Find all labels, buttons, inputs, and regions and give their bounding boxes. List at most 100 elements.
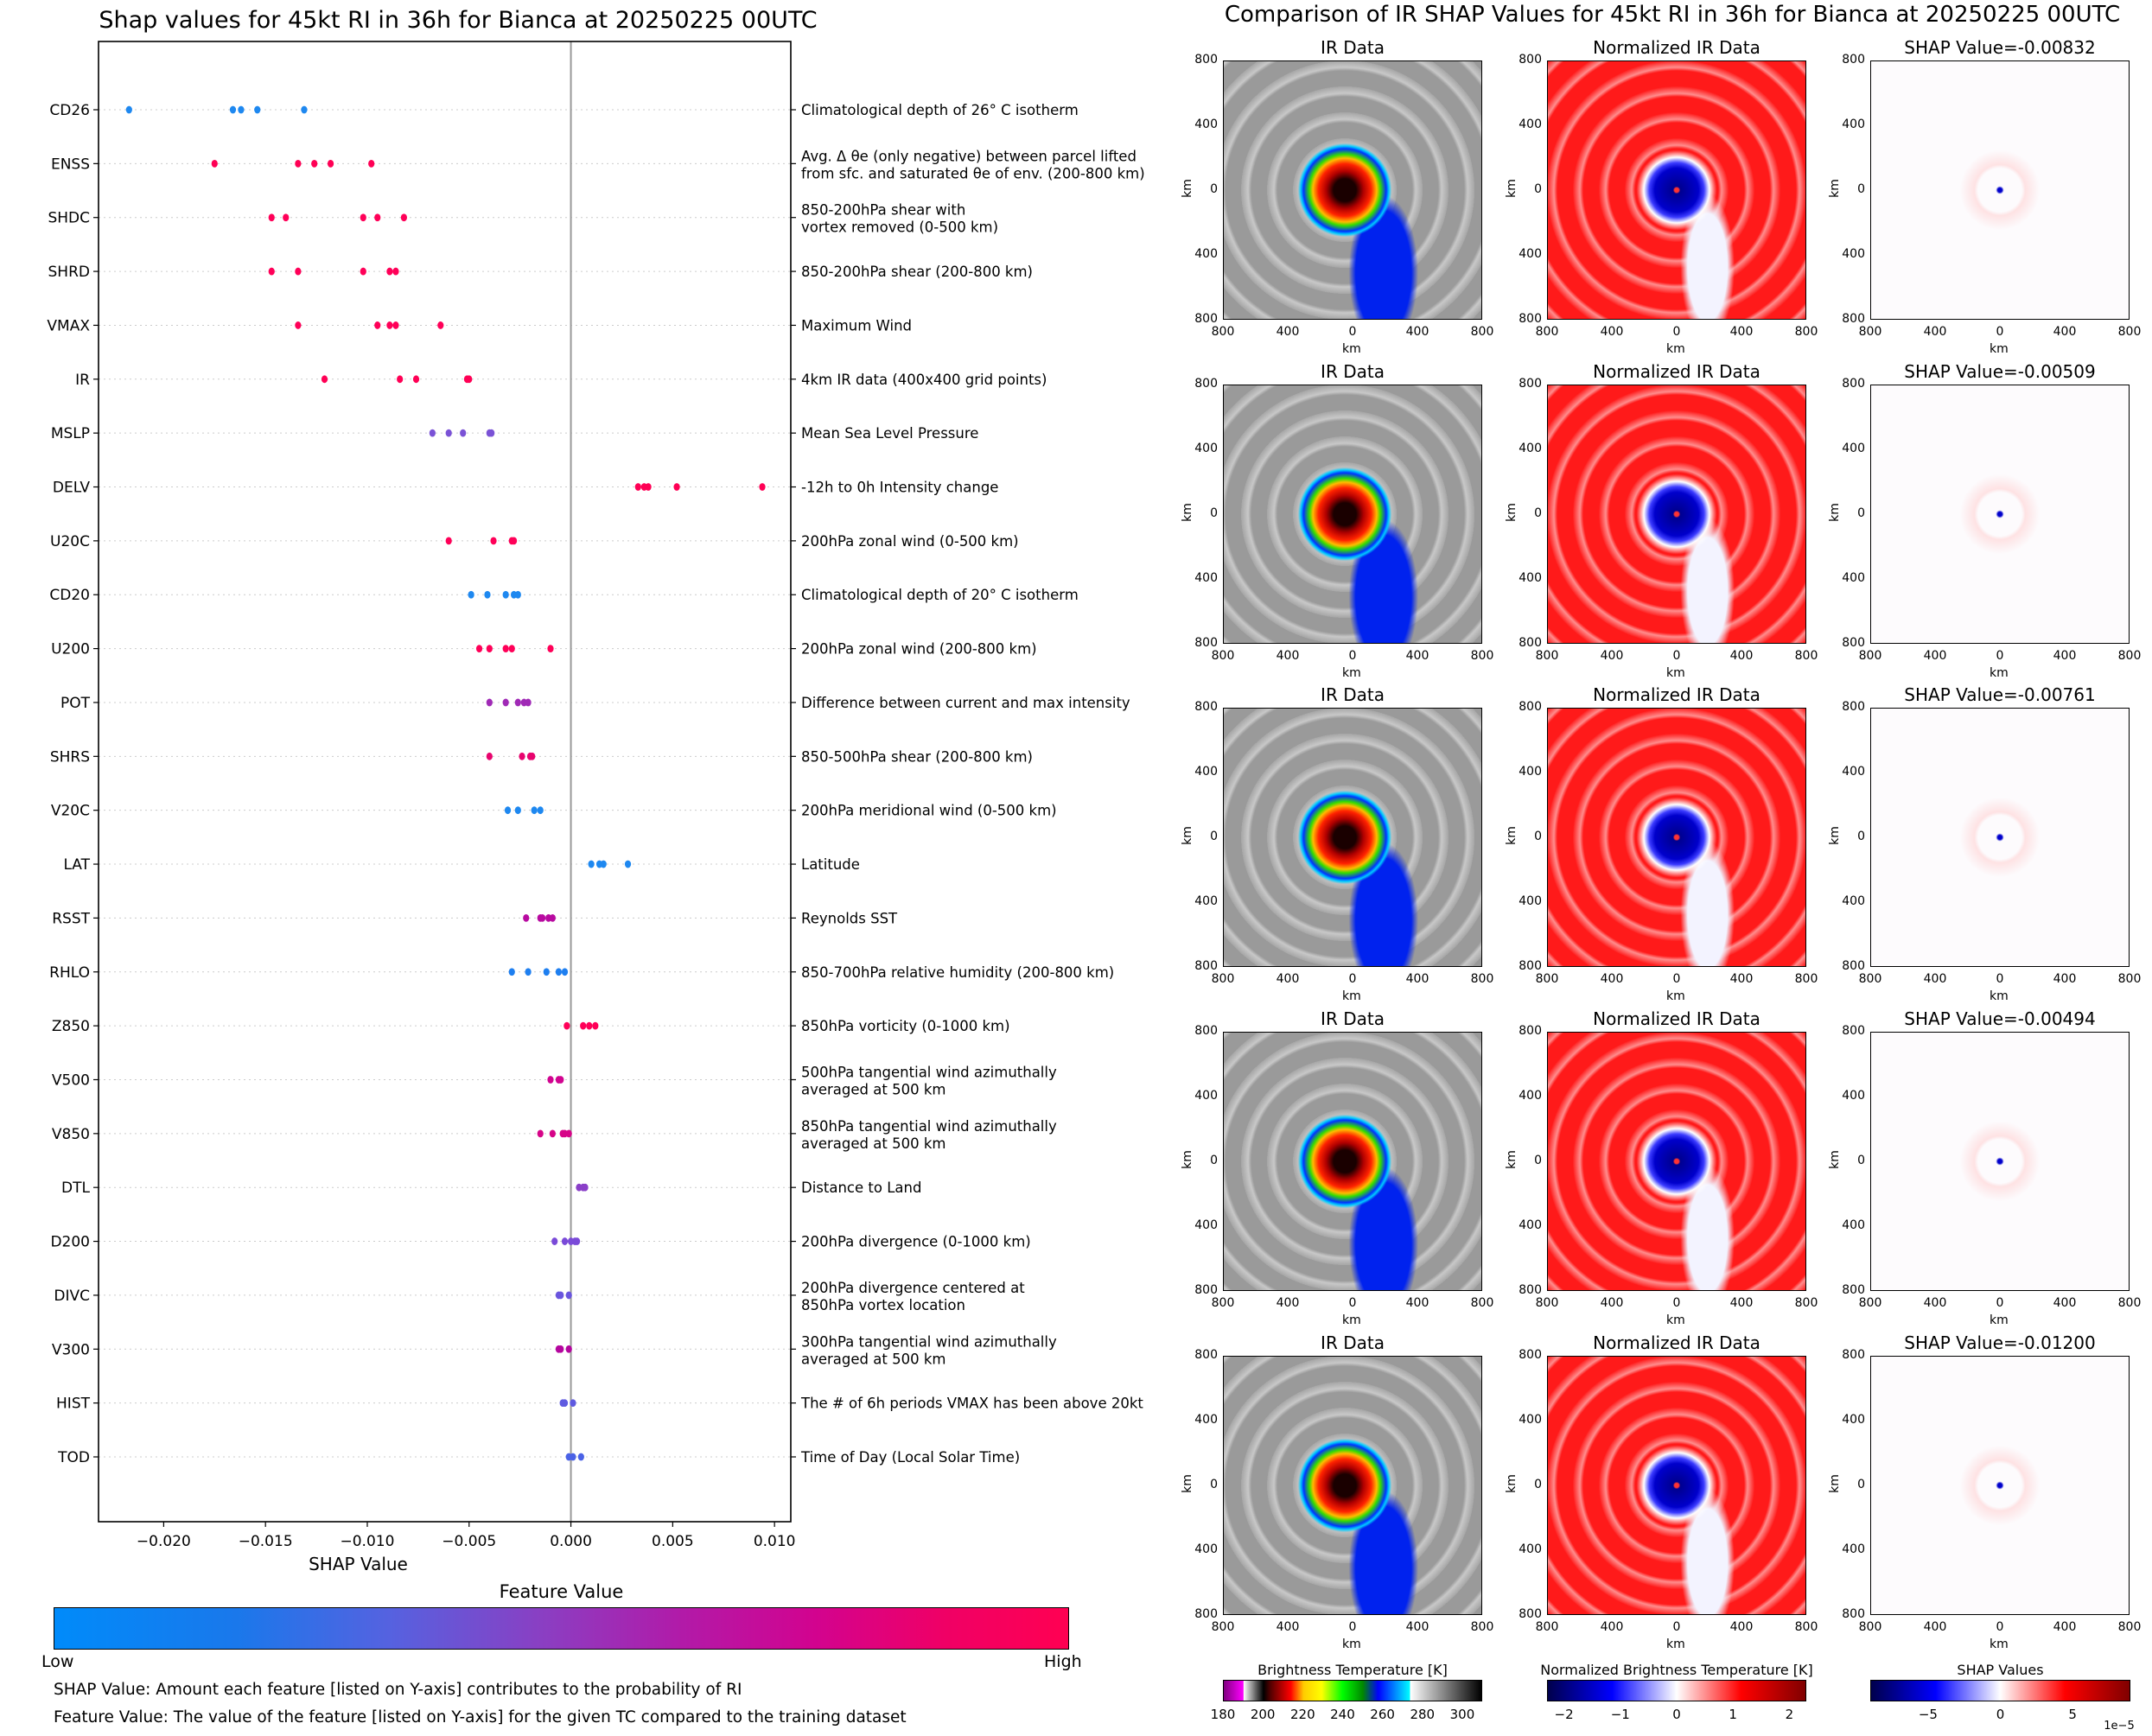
feature-description: 850-700hPa relative humidity (200-800 km… (801, 964, 1114, 981)
shap-dot (490, 537, 497, 545)
feature-label: ENSS (51, 156, 90, 173)
feature-description: 850-200hPa shear (200-800 km) (801, 264, 1033, 280)
shap-dot (295, 159, 302, 168)
y-tick-label: 800 (1194, 1607, 1218, 1621)
colorbar-tick-label: 280 (1410, 1707, 1436, 1722)
shap-dot (549, 914, 556, 922)
feature-label: V850 (52, 1126, 90, 1143)
colorbar-tick-label: 220 (1289, 1707, 1315, 1722)
y-tick-label: 400 (1842, 118, 1865, 131)
shap-dot (295, 321, 302, 329)
x-tick-label: 800 (1858, 325, 1882, 339)
x-tick-label: 0 (1348, 1296, 1357, 1310)
shap-dot (551, 1237, 558, 1245)
y-tick-label: 400 (1842, 1218, 1865, 1232)
gridlines (99, 109, 791, 1458)
x-axis-label: km (1342, 989, 1361, 1003)
shap-dot (445, 429, 452, 437)
shap-dot (570, 1399, 576, 1408)
note-feature-value: Feature Value: The value of the feature … (54, 1708, 907, 1726)
shap-dot (580, 1021, 587, 1030)
y-tick-label: 800 (1842, 1348, 1865, 1362)
x-tick-label: −0.020 (137, 1533, 191, 1550)
y-axis-label: km (1827, 503, 1842, 522)
y-tick-label: 400 (1842, 571, 1865, 585)
feature-description: 850-200hPa shear with vortex removed (0-5… (801, 202, 998, 236)
ir-data-image (1223, 1032, 1482, 1291)
colorbar-tick-label: 300 (1449, 1707, 1475, 1722)
feature-label: U20C (50, 533, 90, 550)
y-tick-label: 800 (1842, 959, 1865, 973)
feature-description: Difference between current and max inten… (801, 695, 1130, 711)
shap-dot (586, 1021, 593, 1030)
shap-dot (759, 483, 766, 491)
x-tick-label: 800 (1470, 325, 1494, 339)
shap-dot (561, 1237, 569, 1245)
feature-label: VMAX (47, 317, 90, 334)
y-tick-label: 800 (1518, 959, 1542, 973)
axes-frame (98, 41, 792, 1523)
y-tick-label: 800 (1518, 1024, 1542, 1038)
x-tick-label: 400 (1729, 972, 1754, 986)
y-tick-label: 400 (1842, 894, 1865, 908)
colorbar-tick-label: 1 (1729, 1707, 1737, 1722)
panel-title: IR Data (1321, 361, 1385, 382)
shap-dot (582, 1183, 589, 1192)
shap-dot (538, 914, 546, 922)
y-tick-label: 800 (1842, 700, 1865, 714)
shap-dot (543, 968, 550, 976)
shap-map-image (1870, 1032, 2130, 1291)
x-tick-label: 0 (1672, 972, 1681, 986)
y-axis-label: km (1827, 1150, 1842, 1169)
shap-dot (504, 806, 512, 815)
x-tick-label: 800 (1470, 1296, 1494, 1310)
y-tick-label: 800 (1194, 959, 1218, 973)
x-tick-label: −0.005 (442, 1533, 496, 1550)
x-tick-label: 800 (1535, 649, 1559, 663)
shap-value-title: SHAP Value=-0.00832 (1904, 37, 2096, 58)
shap-dot (400, 213, 407, 222)
y-tick-label: 800 (1518, 700, 1542, 714)
y-tick-label: 400 (1518, 247, 1542, 261)
shap-dot (565, 1129, 572, 1138)
feature-description: 500hPa tangential wind azimuthally averag… (801, 1064, 1057, 1097)
y-tick-label: 0 (1857, 182, 1865, 196)
normalized-ir-image (1547, 1356, 1806, 1615)
shap-dot (525, 968, 532, 976)
x-tick-label: 400 (1923, 325, 1947, 339)
feature-label: MSLP (51, 425, 90, 442)
feature-description: -12h to 0h Intensity change (801, 480, 998, 496)
x-tick-label: 400 (1729, 325, 1754, 339)
y-tick-label: 800 (1518, 636, 1542, 650)
x-tick-label: 800 (1794, 972, 1818, 986)
panel-title: IR Data (1321, 1332, 1385, 1353)
x-tick-label: 800 (1858, 649, 1882, 663)
shap-dot (125, 105, 132, 114)
ir-data-image (1223, 60, 1482, 320)
shap-dot (577, 1453, 584, 1461)
y-tick-label: 400 (1518, 118, 1542, 131)
feature-description: 300hPa tangential wind azimuthally averag… (801, 1333, 1057, 1367)
shap-dot (386, 321, 393, 329)
shap-dot (254, 105, 261, 114)
x-tick-label: 800 (1211, 972, 1235, 986)
x-tick-label: 800 (1858, 972, 1882, 986)
x-tick-label: 800 (1858, 1296, 1882, 1310)
x-axis-label: km (1990, 989, 2009, 1003)
y-axis-label: km (1504, 1150, 1518, 1169)
x-tick-label: 400 (1405, 1620, 1429, 1634)
shap-dot (268, 213, 275, 222)
x-axis-label: km (1990, 1313, 2009, 1327)
shap-values-colorbar (1870, 1680, 2130, 1701)
y-tick-label: 400 (1194, 1542, 1218, 1556)
x-tick-label: 800 (1535, 325, 1559, 339)
shap-map-image (1870, 60, 2130, 320)
y-tick-label: 0 (1210, 506, 1218, 520)
shap-dot (519, 752, 525, 760)
shap-dot (563, 1021, 570, 1030)
x-tick-label: 400 (1276, 1620, 1300, 1634)
normalized-ir-image (1547, 1032, 1806, 1291)
panel-title: IR Data (1321, 37, 1385, 58)
feature-description: Distance to Land (801, 1180, 921, 1196)
x-tick-label: 400 (1405, 1296, 1429, 1310)
